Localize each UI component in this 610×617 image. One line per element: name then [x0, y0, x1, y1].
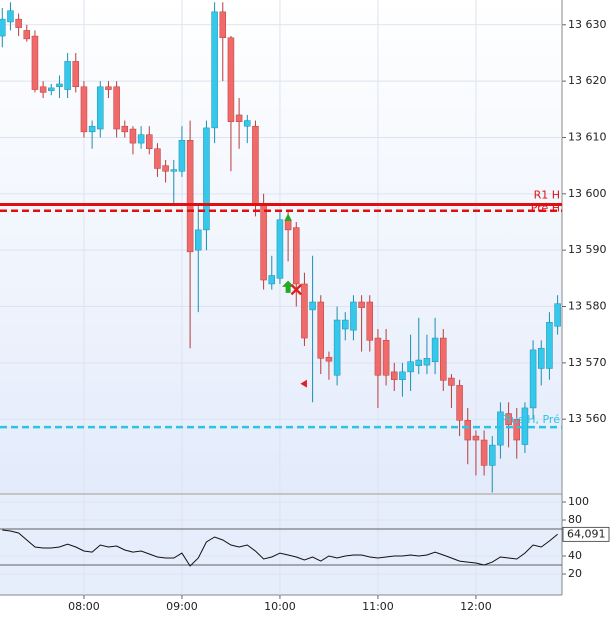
- value-tag: [562, 526, 610, 542]
- candle-body: [407, 361, 414, 373]
- candle-body: [333, 319, 341, 376]
- candle-body: [252, 125, 259, 206]
- candle-body: [399, 371, 406, 381]
- candle-body: [268, 275, 276, 285]
- x-tick-label: 09:00: [166, 600, 198, 613]
- candle-body: [227, 37, 235, 122]
- y-tick-label: 40: [568, 549, 582, 562]
- x-tick-label: 08:00: [68, 600, 100, 613]
- signal-marker: [300, 379, 307, 388]
- candle-body: [456, 385, 463, 421]
- candle-body: [186, 140, 194, 253]
- candle-body: [113, 86, 120, 130]
- candle-body: [162, 165, 169, 172]
- candle-body: [513, 418, 521, 441]
- candle-body: [129, 128, 137, 144]
- candle-body: [105, 86, 112, 90]
- candle-body: [554, 303, 561, 327]
- value-label: 64,091: [567, 527, 606, 540]
- y-tick-label: 80: [568, 513, 582, 526]
- candle-body: [317, 301, 325, 359]
- candle-body: [538, 347, 545, 369]
- candle-body: [505, 413, 512, 426]
- candle-body: [546, 322, 553, 369]
- y-tick-label: 13 610: [568, 130, 607, 143]
- level-label: Pré H: [531, 202, 560, 215]
- candle-body: [309, 301, 316, 311]
- candle-body: [23, 30, 31, 40]
- level-label: R1 H: [534, 189, 560, 202]
- candle-body: [431, 337, 439, 362]
- candle-body: [154, 148, 161, 169]
- candle-body: [489, 444, 496, 466]
- y-tick-label: 13 620: [568, 74, 607, 87]
- level-label: Plus H, Pré: [501, 413, 560, 426]
- candle-body: [56, 83, 63, 88]
- candle-body: [178, 140, 186, 172]
- candle-body: [448, 377, 455, 386]
- candle-body: [366, 301, 374, 341]
- signal-marker: [290, 283, 302, 296]
- candle-body: [88, 125, 96, 133]
- candle-body: [382, 340, 390, 376]
- candle-body: [0, 18, 6, 37]
- y-tick-label: 13 630: [568, 18, 607, 31]
- candle-body: [415, 359, 423, 366]
- candle-body: [440, 337, 447, 381]
- candle-body: [391, 371, 398, 381]
- candle-body: [260, 204, 267, 281]
- candle-body: [374, 337, 382, 376]
- indicator-pane: [0, 495, 562, 595]
- candle-body: [39, 86, 47, 93]
- candle-body: [293, 227, 300, 285]
- candle-body: [72, 61, 80, 88]
- candle-body: [276, 219, 284, 279]
- candle-body: [301, 283, 308, 339]
- candle-body: [244, 120, 251, 127]
- y-tick-label: 13 570: [568, 356, 607, 369]
- y-tick-label: 20: [568, 567, 582, 580]
- candle-body: [480, 439, 488, 466]
- y-tick-label: 13 590: [568, 243, 607, 256]
- candle-body: [48, 87, 55, 91]
- y-tick-label: 13 600: [568, 187, 607, 200]
- candle-body: [170, 169, 178, 172]
- candle-body: [423, 358, 431, 366]
- candle-body: [203, 127, 210, 231]
- candle-body: [15, 18, 22, 28]
- candle-body: [284, 219, 292, 231]
- candle-body: [121, 125, 129, 133]
- candle-body: [80, 86, 88, 133]
- candle-body: [342, 319, 349, 330]
- indicator-line: [2, 529, 558, 567]
- x-tick-label: 12:00: [460, 600, 492, 613]
- signal-marker: [284, 213, 292, 221]
- candle-body: [497, 411, 504, 446]
- candle-body: [472, 435, 480, 441]
- candle-body: [97, 86, 104, 130]
- candle-body: [219, 11, 227, 38]
- candle-body: [464, 420, 472, 441]
- y-tick-label: 13 580: [568, 300, 607, 313]
- candle-body: [358, 301, 365, 308]
- candle-body: [31, 35, 39, 90]
- candle-body: [350, 301, 357, 331]
- candle-body: [7, 10, 14, 23]
- candle-body: [195, 229, 202, 251]
- x-tick-label: 11:00: [362, 600, 394, 613]
- candle-body: [325, 356, 333, 362]
- candle-body: [529, 349, 537, 409]
- y-tick-label: 13 560: [568, 412, 607, 425]
- candle-body: [146, 134, 153, 149]
- y-tick-label: 100: [568, 495, 589, 508]
- candle-body: [235, 114, 243, 122]
- candle-body: [64, 61, 71, 90]
- candle-body: [211, 11, 218, 129]
- candle-body: [137, 134, 145, 144]
- x-tick-label: 10:00: [264, 600, 296, 613]
